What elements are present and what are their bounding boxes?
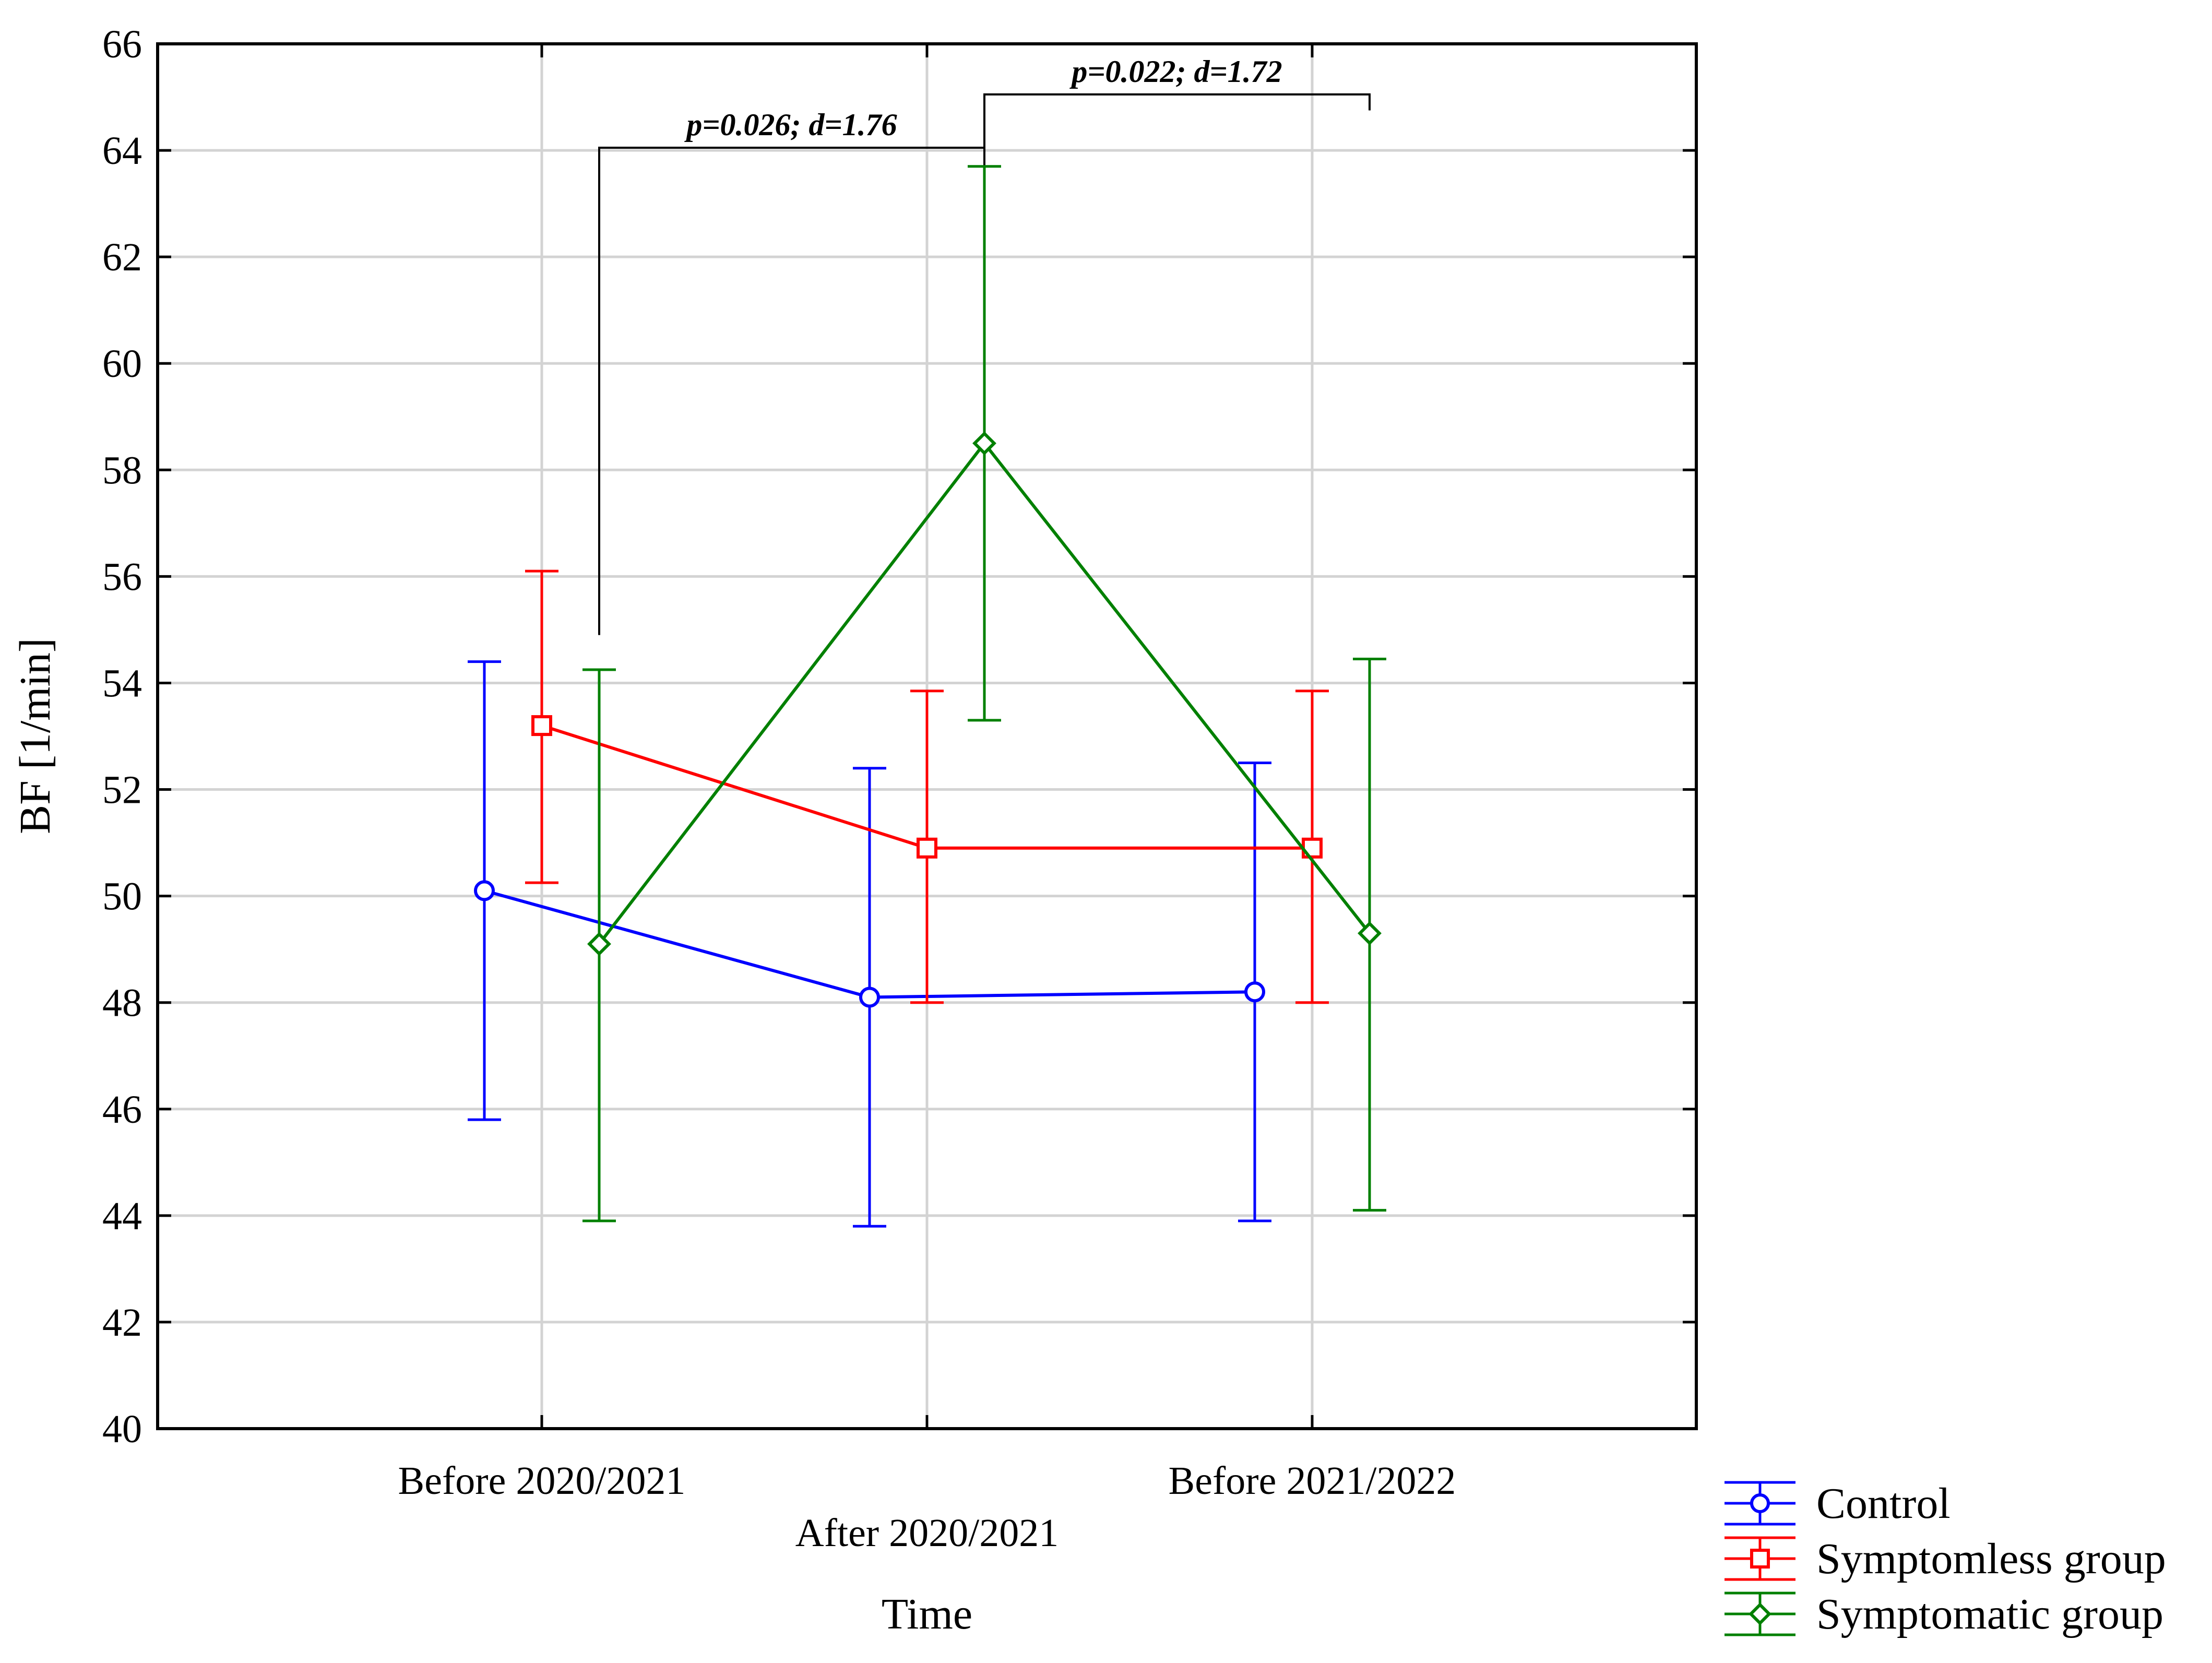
y-tick-label: 56 bbox=[102, 555, 142, 599]
y-tick-label: 46 bbox=[102, 1088, 142, 1132]
y-tick-label: 42 bbox=[102, 1301, 142, 1345]
y-tick-label: 58 bbox=[102, 448, 142, 492]
marker-circle bbox=[1244, 981, 1265, 1003]
y-tick-label: 64 bbox=[102, 129, 142, 173]
marker-square bbox=[917, 837, 937, 859]
legend: Control Symptomless group Symptomatic grou… bbox=[1725, 1479, 2166, 1638]
x-tick-label: Before 2020/2021 bbox=[398, 1459, 686, 1503]
y-tick-label: 62 bbox=[102, 235, 142, 279]
y-tick-label: 52 bbox=[102, 768, 142, 812]
y-tick-label: 44 bbox=[102, 1194, 142, 1238]
marker-diamond bbox=[587, 932, 611, 956]
legend-label: Control bbox=[1816, 1479, 1951, 1528]
legend-label: Symptomless group bbox=[1816, 1535, 2166, 1583]
y-tick-label: 40 bbox=[102, 1407, 142, 1451]
marker-square bbox=[1750, 1549, 1770, 1569]
marker-square bbox=[531, 715, 552, 737]
y-axis-title: BF [1/min] bbox=[11, 638, 60, 834]
x-tick-label: Before 2021/2022 bbox=[1169, 1459, 1456, 1503]
marker-circle bbox=[474, 880, 495, 901]
series-layer bbox=[468, 165, 1386, 1228]
marker-circle bbox=[1750, 1493, 1770, 1513]
marker-diamond bbox=[972, 431, 996, 456]
y-tick-label: 54 bbox=[102, 661, 142, 705]
significance-brackets: p=0.026; d=1.76 p=0.022; d=1.72 bbox=[598, 54, 1371, 635]
legend-item: Symptomatic group bbox=[1725, 1590, 2163, 1638]
legend-label: Symptomatic group bbox=[1816, 1590, 2163, 1638]
series-symptomless-group bbox=[525, 569, 1329, 1004]
series-symptomatic-group bbox=[582, 165, 1386, 1222]
axes-layer: 40 42 44 46 48 50 52 54 56 58 60 62 64 66 Before 2020/… bbox=[102, 22, 1696, 1555]
x-tick-label: After 2020/2021 bbox=[795, 1511, 1059, 1555]
legend-item: Control bbox=[1725, 1479, 1951, 1528]
marker-diamond bbox=[1358, 921, 1382, 945]
legend-item: Symptomless group bbox=[1725, 1535, 2166, 1583]
marker-circle bbox=[859, 987, 880, 1008]
y-tick-label: 48 bbox=[102, 981, 142, 1025]
significance-label: p=0.022; d=1.72 bbox=[1069, 54, 1282, 89]
x-axis-title: Time bbox=[882, 1590, 972, 1638]
significance-label: p=0.026; d=1.76 bbox=[684, 108, 897, 142]
marker-diamond bbox=[1749, 1602, 1771, 1625]
y-tick-label: 60 bbox=[102, 342, 142, 386]
y-tick-label: 50 bbox=[102, 875, 142, 919]
y-tick-label: 66 bbox=[102, 22, 142, 66]
